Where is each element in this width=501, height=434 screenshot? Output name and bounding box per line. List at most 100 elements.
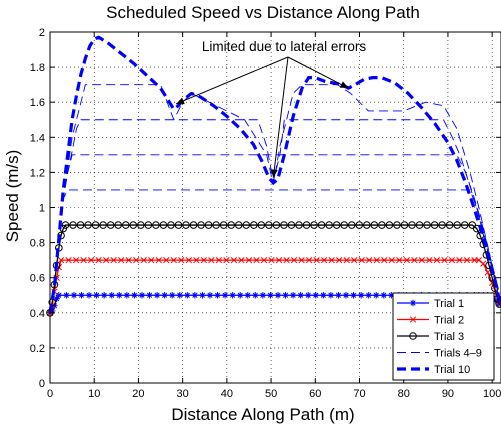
data-point-asterisk [70, 292, 78, 299]
ticks: 0 10 20 30 40 50 60 70 80 90 100 0 0.2 0.4 0.6 0.8 1 1.2 1… [30, 27, 501, 400]
data-point-x [95, 256, 102, 264]
data-point-asterisk [93, 292, 100, 299]
data-point-x [305, 256, 313, 264]
data-point-x [170, 256, 177, 264]
data-point-asterisk [409, 299, 417, 307]
data-point-x [163, 256, 170, 264]
legend-entry: Trial 2 [397, 315, 464, 327]
x-tick-label: 60 [309, 388, 321, 400]
data-point-circle [287, 221, 296, 229]
data-point-circle [295, 221, 303, 229]
data-point-x [475, 256, 483, 264]
data-point-asterisk [289, 292, 297, 299]
data-point-circle [385, 221, 394, 229]
data-point-circle [189, 221, 198, 229]
data-point-x [320, 256, 328, 264]
data-point-circle [121, 221, 130, 229]
series-4 [49, 84, 501, 313]
data-point-asterisk [244, 292, 251, 299]
data-point-circle [167, 221, 175, 229]
data-point-asterisk [108, 292, 115, 299]
data-point-circle [227, 221, 236, 229]
data-point-circle [445, 221, 454, 229]
data-point-circle [423, 221, 431, 229]
x-tick-label: 30 [177, 388, 189, 400]
x-tick-label: 70 [353, 388, 365, 400]
data-point-x [313, 256, 320, 264]
data-point-x [418, 256, 426, 264]
data-point-x [118, 256, 125, 264]
data-point-x [358, 256, 365, 264]
data-point-circle [409, 332, 417, 340]
annotation-arrowhead [270, 169, 278, 178]
data-point-asterisk [229, 292, 236, 299]
data-point-x [456, 256, 463, 264]
y-tick-label: 1.8 [30, 62, 45, 74]
data-point-asterisk [373, 292, 380, 299]
data-point-x [200, 256, 208, 264]
data-point-asterisk [492, 297, 499, 304]
x-tick-label: 50 [265, 388, 277, 400]
data-point-circle [370, 221, 379, 229]
x-tick-label: 0 [47, 388, 53, 400]
data-point-x [298, 256, 305, 264]
legend-label: Trial 1 [434, 298, 464, 310]
data-point-x [290, 256, 298, 264]
data-point-x [366, 256, 373, 264]
data-point-circle [114, 221, 123, 229]
data-point-x [87, 256, 95, 264]
data-point-asterisk [335, 292, 342, 299]
data-point-asterisk [153, 292, 161, 299]
y-tick-label: 0.6 [30, 273, 45, 285]
data-point-circle [137, 221, 145, 229]
data-point-asterisk [78, 292, 85, 299]
data-point-asterisk [191, 292, 199, 299]
data-point-circle [302, 221, 311, 229]
data-point-circle [212, 221, 220, 229]
data-point-asterisk [305, 292, 312, 299]
legend-label: Trials 4–9 [434, 348, 482, 360]
data-point-asterisk [63, 292, 70, 299]
x-tick-label: 100 [483, 388, 501, 400]
legend-entry: Trial 1 [397, 298, 464, 310]
y-tick-label: 1.2 [30, 167, 45, 179]
data-point-circle [408, 221, 416, 229]
data-point-asterisk [138, 292, 146, 299]
data-point-x [260, 256, 268, 264]
data-point-asterisk [388, 292, 395, 299]
series-layer [46, 35, 501, 317]
data-point-asterisk [342, 292, 350, 299]
data-point-circle [325, 221, 333, 229]
y-tick-label: 1.6 [30, 97, 45, 109]
chart-title: Scheduled Speed vs Distance Along Path [106, 3, 420, 22]
data-point-circle [415, 221, 424, 229]
data-point-x [223, 256, 230, 264]
data-point-asterisk [116, 292, 123, 299]
data-point-x [178, 256, 185, 264]
data-point-x [433, 256, 441, 264]
data-point-asterisk [184, 292, 191, 299]
data-point-asterisk [146, 292, 153, 299]
data-point-asterisk [161, 292, 168, 299]
annotation-arrow [287, 56, 349, 89]
data-point-x [328, 256, 335, 264]
data-point-circle [250, 221, 258, 229]
data-point-x [268, 256, 275, 264]
data-point-asterisk [282, 292, 289, 299]
data-point-asterisk [53, 295, 60, 302]
data-point-x [193, 256, 200, 264]
data-point-x [373, 256, 380, 264]
data-point-x [65, 256, 72, 264]
data-point-x [125, 256, 132, 264]
data-point-asterisk [168, 292, 176, 299]
data-point-asterisk [357, 292, 365, 299]
legend: Trial 1 Trial 2 Trial 3 Trials 4–9 Trial 10 [392, 292, 495, 381]
data-point-asterisk [214, 292, 221, 299]
data-point-circle [317, 221, 326, 229]
data-point-circle [460, 221, 469, 229]
data-point-x [396, 256, 403, 264]
data-point-circle [159, 221, 168, 229]
data-point-x [351, 256, 358, 264]
data-point-asterisk [312, 292, 319, 299]
